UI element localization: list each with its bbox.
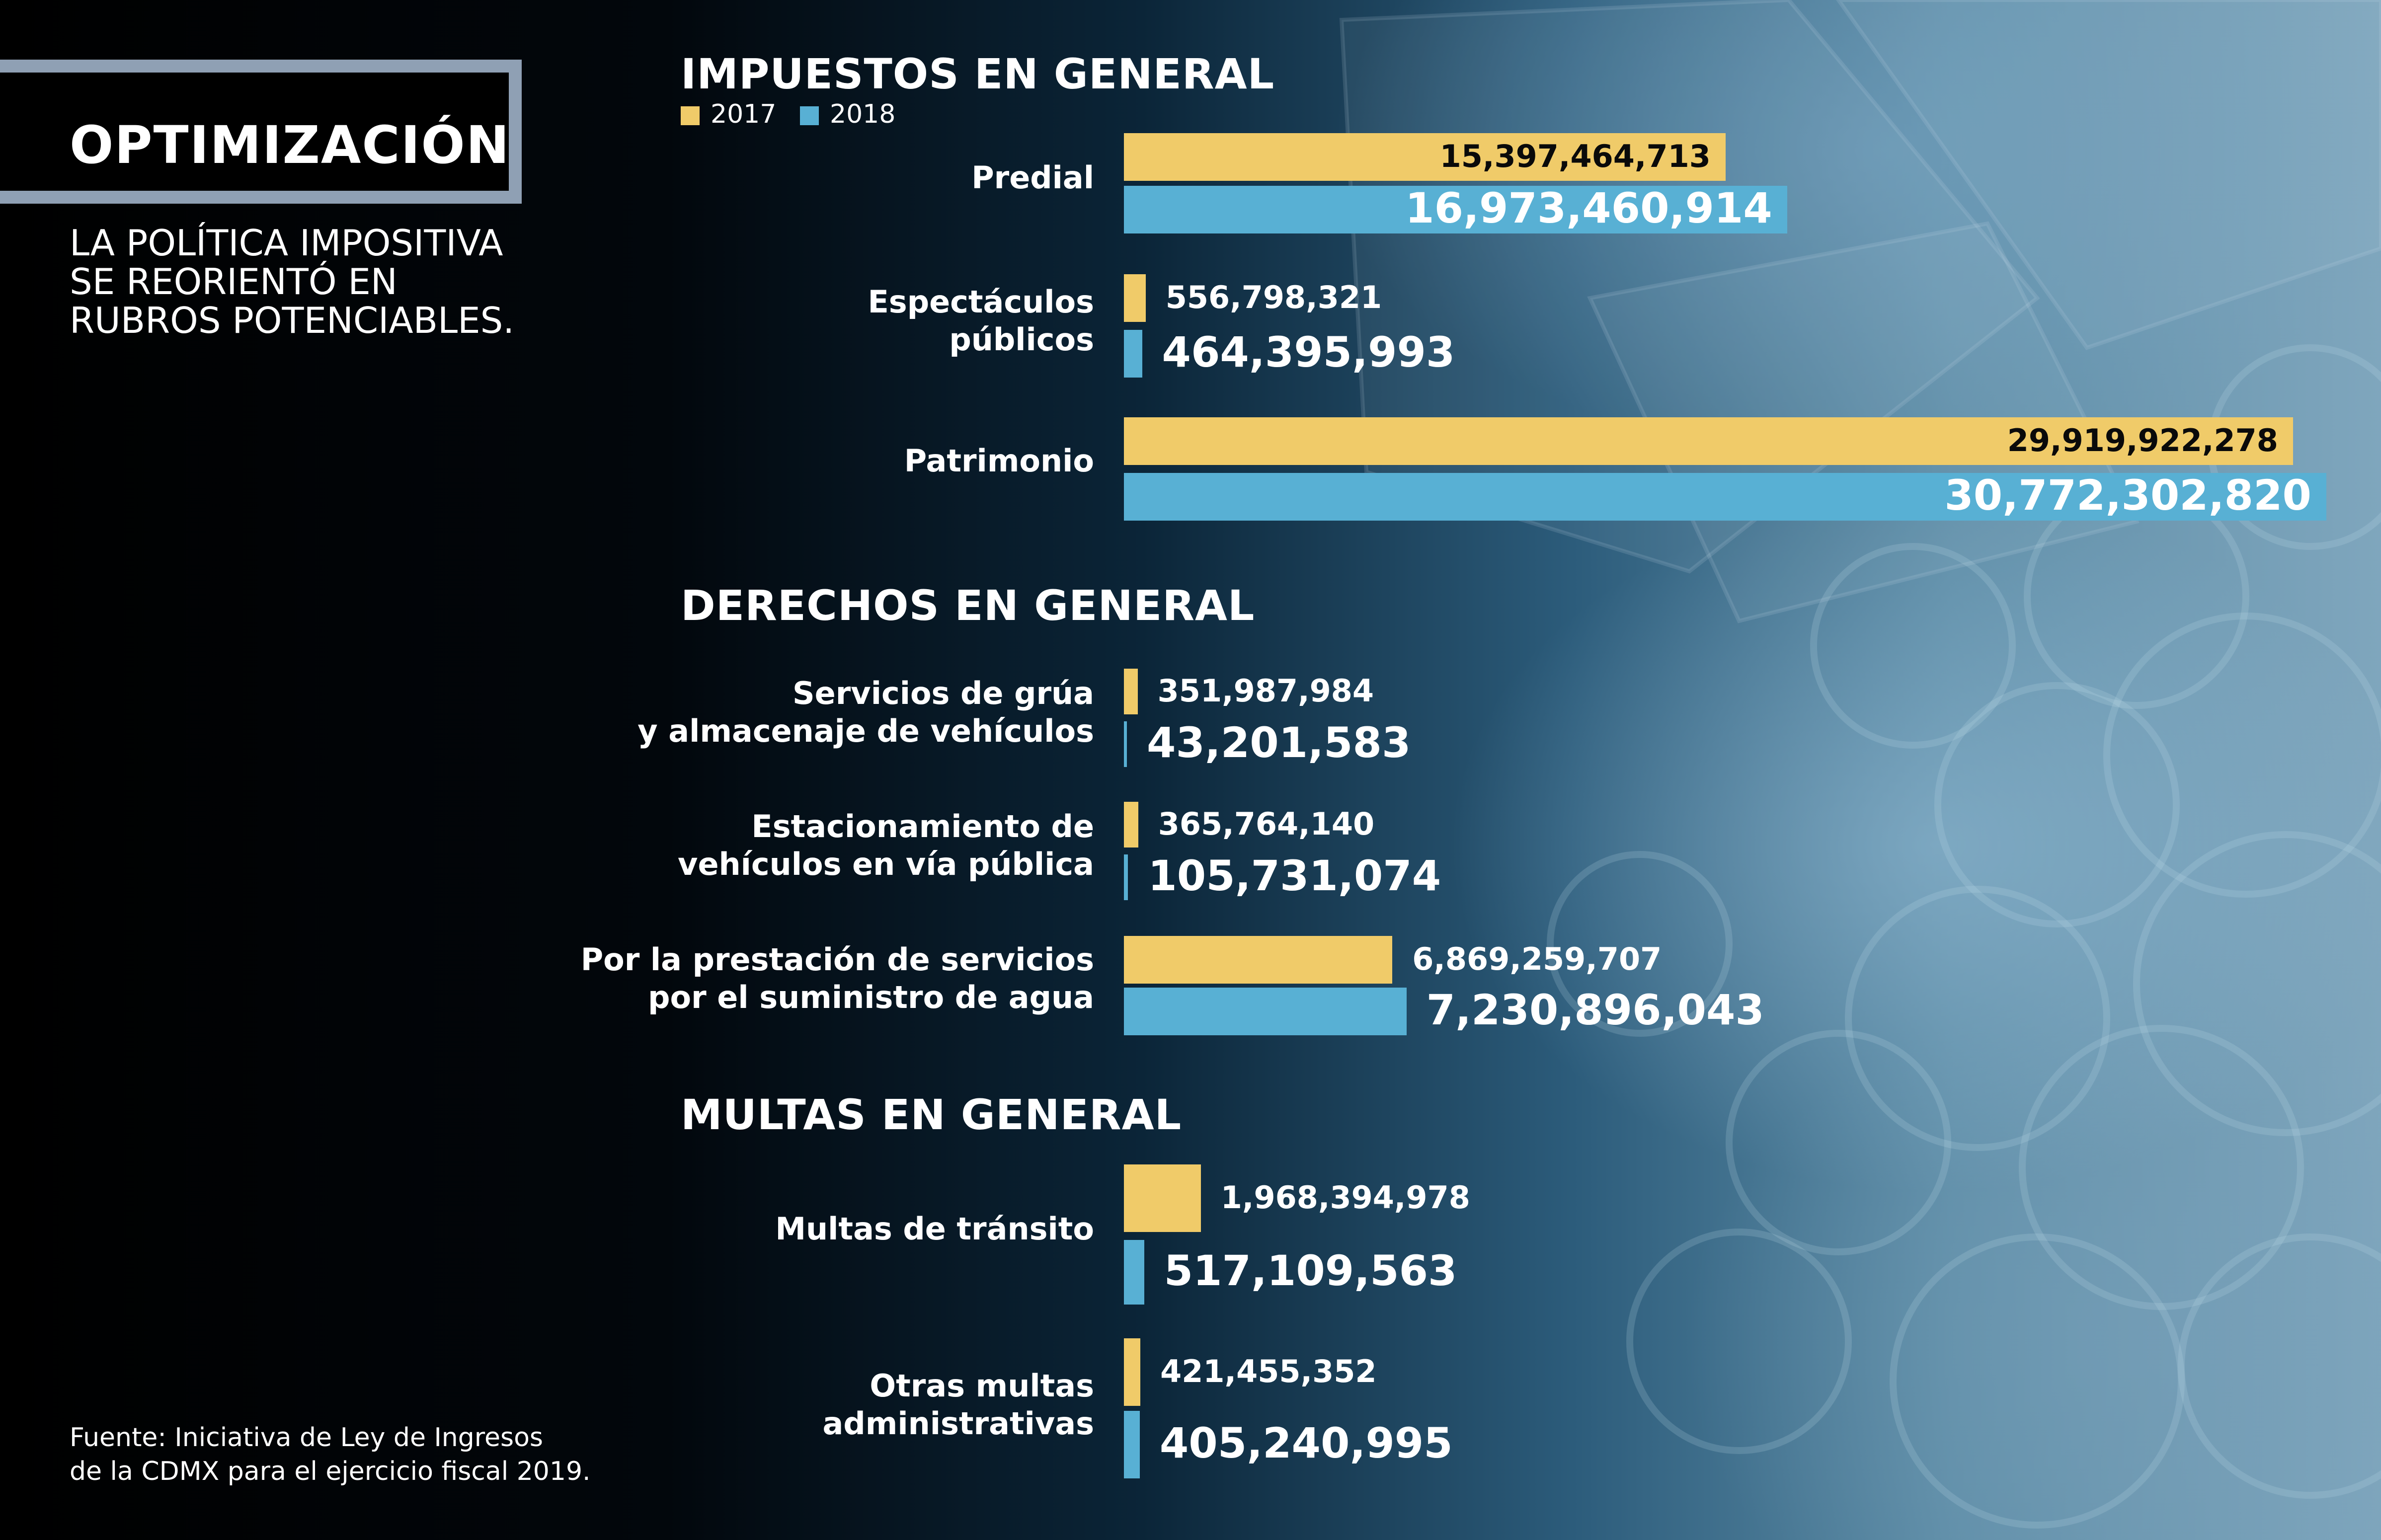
bar-2018 [1124, 1240, 1144, 1305]
bar-2018 [1124, 854, 1128, 900]
bar-2017 [1124, 274, 1146, 322]
value-label-2018: 7,230,896,043 [1426, 985, 1764, 1034]
bar-2018 [1124, 1411, 1140, 1478]
value-label-2017: 6,869,259,707 [1412, 940, 1662, 977]
category-label: Servicios de grúa y almacenaje de vehícul… [498, 675, 1094, 750]
bar-2018 [1124, 473, 2326, 521]
bar-2017 [1124, 133, 1726, 181]
category-label: Espectáculos públicos [498, 283, 1094, 359]
bar-2017 [1124, 417, 2293, 465]
value-label-2017: 365,764,140 [1158, 805, 1375, 842]
value-label-2017: 351,987,984 [1157, 672, 1374, 709]
value-label-2017: 15,397,464,713 [1439, 138, 1711, 174]
chart-title-1: IMPUESTOS EN GENERAL [681, 50, 1275, 98]
bar-2018 [1124, 721, 1127, 767]
page-title: OPTIMIZACIÓN [70, 115, 510, 175]
category-label-line: y almacenaje de vehículos [637, 713, 1094, 749]
value-label-2017: 556,798,321 [1165, 279, 1382, 315]
bar-2018 [1124, 186, 1787, 233]
category-label: Por la prestación de servicios por el sum… [498, 941, 1094, 1016]
legend-label-2018: 2018 [830, 99, 896, 129]
category-label-line: Multas de tránsito [775, 1211, 1094, 1247]
bar-2017 [1124, 1338, 1141, 1406]
category-label-line: Predial [971, 159, 1094, 196]
bar-2017 [1124, 669, 1138, 714]
chart-title-3: MULTAS EN GENERAL [681, 1090, 1182, 1139]
category-label: Multas de tránsito [498, 1210, 1094, 1248]
category-label-line: por el suministro de agua [648, 979, 1094, 1015]
value-label-2018: 405,240,995 [1159, 1418, 1453, 1467]
chart-title-2: DERECHOS EN GENERAL [681, 581, 1255, 630]
value-label-2018: 43,201,583 [1147, 718, 1411, 767]
value-label-2018: 464,395,993 [1162, 327, 1455, 377]
value-label-2018: 16,973,460,914 [1405, 183, 1772, 232]
bar-2018 [1124, 988, 1407, 1035]
value-label-2018: 105,731,074 [1148, 851, 1441, 900]
title-box: OPTIMIZACIÓN [0, 60, 522, 204]
category-label: Otras multas administrativas [498, 1367, 1094, 1443]
bar-2017 [1124, 1164, 1201, 1232]
category-label-line: Otras multas [870, 1368, 1094, 1404]
category-label-line: administrativas [822, 1405, 1094, 1442]
category-label-line: Espectáculos [868, 284, 1094, 320]
bar-2018 [1124, 330, 1142, 378]
category-label-line: Por la prestación de servicios [580, 941, 1094, 978]
value-label-2017: 29,919,922,278 [2007, 422, 2278, 459]
category-label-line: Patrimonio [904, 443, 1094, 479]
source-line-1: Fuente: Iniciativa de Ley de Ingresos [70, 1423, 543, 1453]
value-label-2017: 1,968,394,978 [1220, 1179, 1470, 1216]
value-label-2018: 517,109,563 [1164, 1246, 1457, 1295]
category-label: Patrimonio [498, 442, 1094, 480]
source-line-2: de la CDMX para el ejercicio fiscal 2019… [70, 1457, 591, 1486]
category-label-line: Estacionamiento de [751, 808, 1094, 845]
category-label: Estacionamiento de vehículos en vía públi… [498, 808, 1094, 883]
bar-2017 [1124, 802, 1138, 847]
category-label-line: Servicios de grúa [793, 675, 1094, 711]
legend-swatch-2018 [800, 106, 819, 125]
legend-swatch-2017 [681, 106, 700, 125]
page-subtitle: LA POLÍTICA IMPOSITIVA SE REORIENTÓ EN R… [70, 222, 515, 341]
value-label-2017: 421,455,352 [1160, 1353, 1377, 1389]
source-note: Fuente: Iniciativa de Ley de Ingresos de… [70, 1421, 616, 1488]
legend-label-2017: 2017 [711, 99, 777, 129]
category-label-line: vehículos en vía pública [678, 846, 1094, 882]
bar-2017 [1124, 936, 1393, 984]
value-label-2018: 30,772,302,820 [1944, 470, 2311, 520]
category-label: Predial [498, 159, 1094, 197]
category-label-line: públicos [949, 321, 1094, 358]
